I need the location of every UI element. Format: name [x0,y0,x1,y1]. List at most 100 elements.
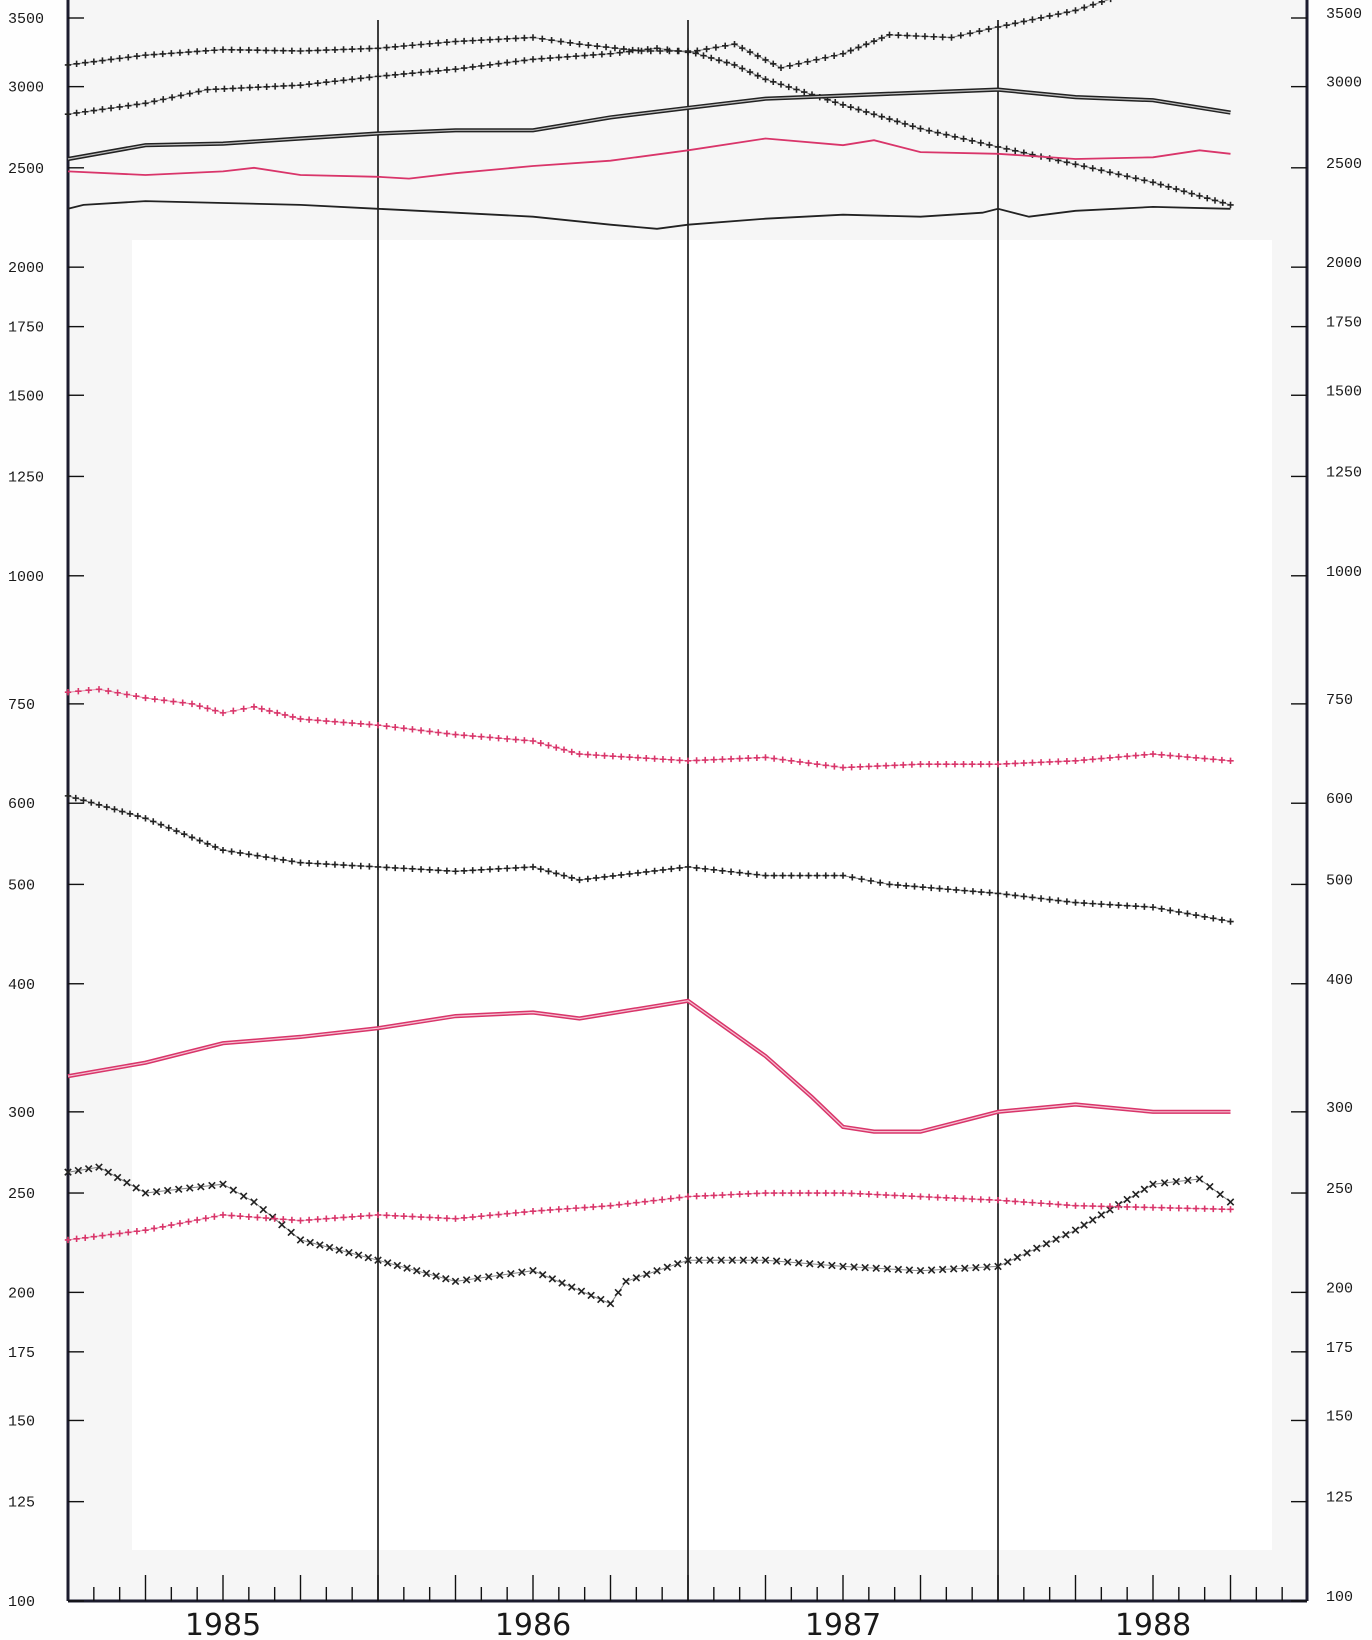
series-point [762,1189,769,1197]
series-point [1098,167,1105,174]
series-point [179,699,186,706]
series-point [1210,915,1217,922]
series-point [306,1238,314,1247]
series-point [1003,1258,1012,1266]
series-point [968,760,976,768]
series-point [521,864,528,871]
series-point [305,716,313,723]
series-point [348,45,356,53]
series-point [1020,759,1028,767]
series-point [624,1200,631,1207]
series-point [195,88,202,95]
series-point [693,1193,700,1200]
series-point [374,1256,382,1264]
series-point [125,1229,132,1236]
series-point [1123,902,1131,909]
series-point [668,756,675,763]
series-point [422,1269,431,1278]
series-point [900,761,907,769]
series-point [572,1204,580,1212]
series-point [503,59,511,66]
series-point [779,1189,786,1197]
series-point [644,46,651,53]
series-point [925,1193,933,1201]
series-point [116,103,123,111]
series-point [409,42,416,49]
series-point [452,868,459,875]
series-point [409,865,416,873]
series-point [325,1243,334,1252]
series-point [736,869,743,876]
series-point [779,872,786,879]
series-point [978,888,985,896]
series-point [761,1256,770,1264]
series-point [607,1202,614,1209]
series-point [622,1277,630,1286]
series-point [1106,1205,1114,1214]
series-point [116,1230,123,1237]
series-point [1037,895,1045,902]
series-point [409,69,416,77]
series-point [986,889,993,896]
series-point [831,872,838,879]
series-point [1165,183,1172,191]
series-point [727,868,735,875]
series-point [150,818,157,825]
series-point [392,43,399,50]
series-point [529,56,537,63]
y-tick-label-right: 150 [1326,1408,1353,1425]
series-point [90,107,98,114]
series-point [90,58,98,65]
series-point [512,864,519,872]
y-tick-label-right: 250 [1326,1181,1353,1198]
series-point [863,108,870,116]
series-point [539,35,546,43]
series-point [894,118,901,125]
series-point [74,1166,83,1175]
series-point [597,1295,605,1304]
series-point [857,763,864,771]
series-point [142,51,149,59]
series-point [960,1195,967,1202]
series-point [90,1233,98,1240]
series-point [723,59,730,66]
series-point [495,734,502,742]
series-point [1123,753,1131,760]
series-point [994,1197,1002,1204]
series-point [204,86,211,93]
series-point [1003,21,1010,29]
y-tick-label-left: 3500 [8,11,44,28]
series-point [634,754,642,761]
series-point [383,864,390,871]
series-point [1132,903,1139,910]
series-point [133,53,141,60]
series-point [219,1211,227,1219]
series-point [616,49,623,56]
y-tick-label-left: 600 [8,796,35,813]
series-point [331,46,339,53]
series-point [746,48,754,56]
series-point [1088,1216,1097,1224]
series-point [417,69,425,76]
series-point [107,56,115,63]
y-tick-label-right: 500 [1326,872,1353,889]
series-point [263,83,270,90]
y-tick-label-left: 100 [8,1594,35,1611]
series-point [753,1190,761,1197]
y-tick-label-left: 125 [8,1495,35,1512]
series-point [80,797,87,804]
series-point [1012,147,1019,154]
series-point [939,33,946,41]
series-point [305,1216,313,1224]
series-point [684,863,692,871]
series-point [1063,898,1071,905]
series-point [572,53,580,60]
series-point [863,41,870,48]
x-period-label: 1986 [495,1608,571,1640]
series-point [847,103,854,111]
series-point [712,44,720,51]
series-line-inner [67,1000,1231,1133]
series-point [904,32,911,39]
series-point [426,68,433,75]
series-point [288,1216,296,1224]
